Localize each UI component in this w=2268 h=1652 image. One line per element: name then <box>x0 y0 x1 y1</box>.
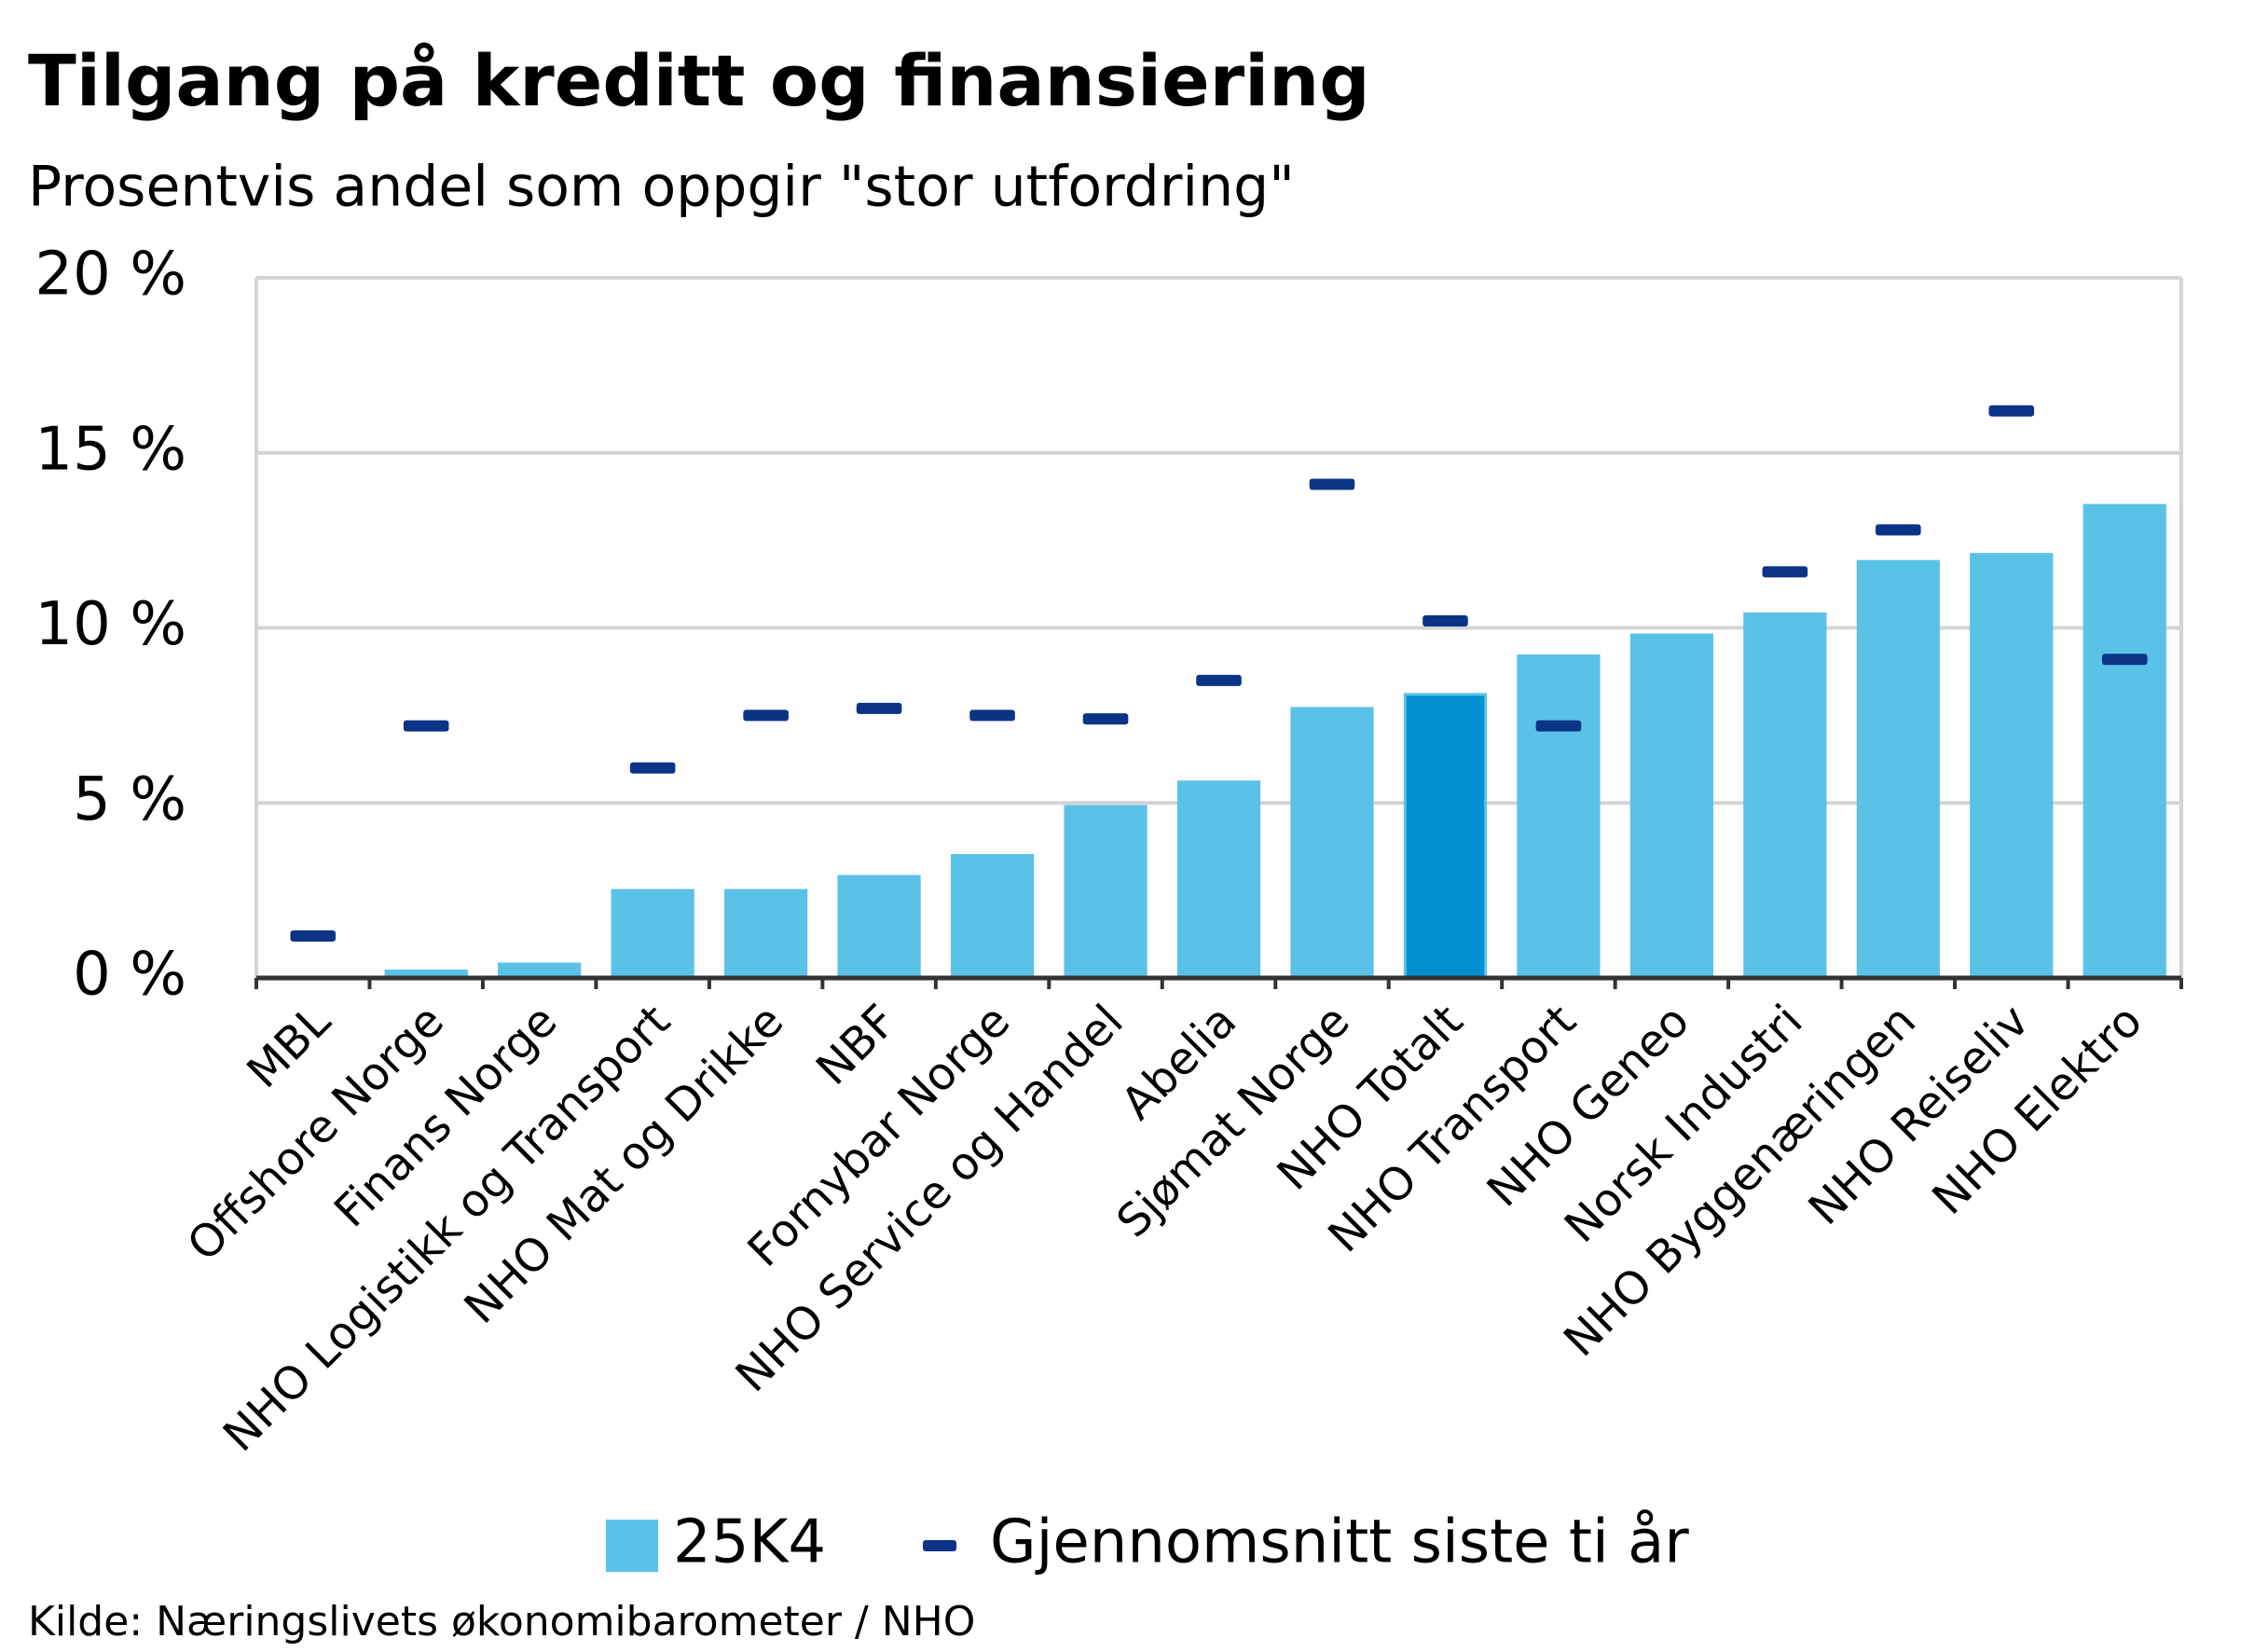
chart-title: Tilgang på kreditt og finansiering <box>28 39 1370 122</box>
y-tick-label: 0 % <box>73 941 186 1010</box>
bar <box>611 888 694 980</box>
bar <box>1403 693 1488 980</box>
bar <box>2082 503 2166 980</box>
bar <box>1064 805 1148 980</box>
average-marker <box>1876 524 1921 536</box>
average-marker <box>1423 614 1468 626</box>
average-marker <box>629 762 676 774</box>
average-marker <box>743 709 789 722</box>
y-tick-label: 5 % <box>73 765 186 834</box>
average-marker <box>1082 713 1129 725</box>
bar <box>1517 654 1601 980</box>
average-marker <box>856 702 902 714</box>
average-marker <box>1762 566 1808 578</box>
bar <box>1290 707 1374 980</box>
average-marker <box>1988 405 2035 417</box>
legend-label: Gjennomsnitt siste ti år <box>990 1508 1689 1577</box>
bar <box>950 854 1035 980</box>
legend-label: 25K4 <box>673 1508 826 1577</box>
source: Kilde: Næringslivets økonomibarometer / … <box>28 1598 975 1645</box>
bar <box>1176 780 1261 980</box>
bar <box>1970 553 2054 980</box>
bar <box>1629 633 1714 980</box>
average-marker <box>1535 720 1582 732</box>
average-marker <box>969 709 1015 722</box>
y-tick-label: 15 % <box>34 415 186 484</box>
bar <box>1856 559 1940 980</box>
average-marker <box>1196 674 1242 686</box>
bar <box>723 888 808 980</box>
x-tick-label: MBL <box>237 995 340 1098</box>
legend-swatch <box>923 1540 956 1551</box>
average-marker <box>1309 478 1355 490</box>
y-tick-label: 10 % <box>34 590 186 659</box>
chart-subtitle: Prosentvis andel som oppgir "stor utford… <box>28 155 1295 220</box>
legend-swatch <box>606 1520 658 1572</box>
bar <box>1743 612 1827 980</box>
average-marker <box>403 720 449 732</box>
average-marker <box>290 929 337 942</box>
average-marker <box>2101 654 2148 666</box>
x-tick-label: NBF <box>806 995 907 1095</box>
bar <box>837 874 921 980</box>
y-tick-label: 20 % <box>34 241 186 310</box>
